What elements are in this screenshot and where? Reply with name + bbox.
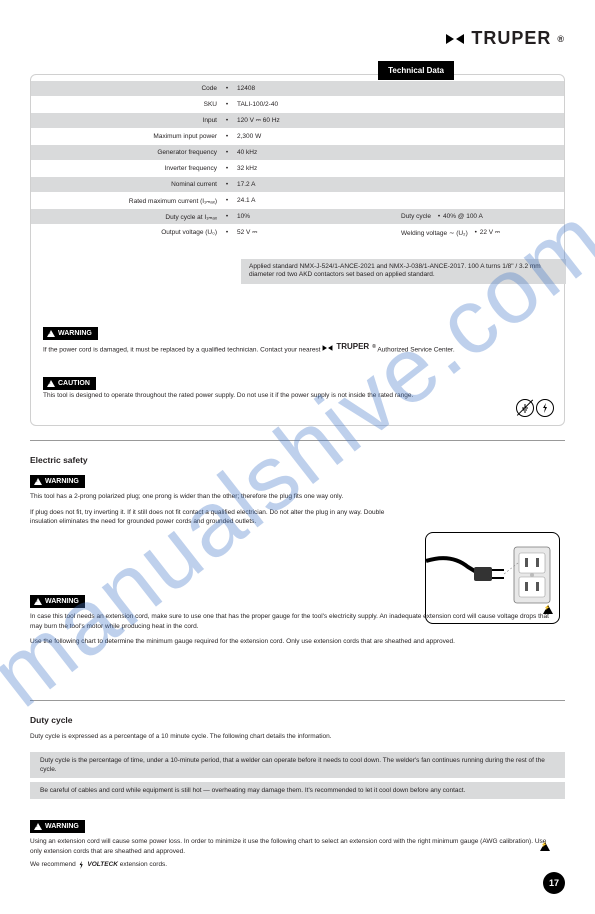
spec-value: TALI-100/2-40: [231, 101, 564, 108]
warning-block-bottom: WARNING Using an extension cord will cau…: [30, 820, 560, 870]
brand-logo: TRUPER ®: [445, 28, 565, 49]
warning-text: If the power cord is damaged, it must be…: [43, 342, 553, 355]
safety-icons: [516, 399, 554, 417]
spec-row: Input • 120 V ⎓ 60 Hz: [31, 113, 564, 129]
shaded-info-bar: Be careful of cables and cord while equi…: [30, 782, 565, 799]
spec-value: 120 V ⎓ 60 Hz: [231, 117, 564, 125]
spec-row: Inverter frequency • 32 kHz: [31, 161, 564, 177]
caution-label: CAUTION: [58, 379, 90, 388]
spec-label: Rated maximum current (I₁ₘₐₓ): [31, 197, 223, 205]
spec-label: Inverter frequency: [31, 165, 223, 172]
caution-text: This tool is designed to operate through…: [43, 392, 513, 401]
spec-row: Maximum input power • 2,300 W: [31, 129, 564, 145]
spec-split-right: Duty cycle • 40% @ 100 A: [401, 213, 483, 220]
spec-label: Output voltage (U₀): [31, 229, 223, 236]
spec-row: Generator frequency • 40 kHz: [31, 145, 564, 161]
spec-value: 12408: [231, 85, 564, 92]
warning-text: If plug does not fit, try inverting it. …: [30, 508, 410, 527]
page-number: 17: [543, 872, 565, 894]
spec-row: Code • 12408: [31, 81, 564, 97]
spec-value: 17.2 A: [231, 181, 564, 188]
no-ground-icon: [516, 399, 534, 417]
spec-panel: Technical Data Code • 12408 SKU • TALI-1…: [30, 74, 565, 426]
warning-badge: WARNING: [30, 595, 85, 608]
brand-header: TRUPER ®: [445, 28, 565, 49]
spec-sep: •: [223, 85, 231, 92]
warning-badge: WARNING: [30, 820, 85, 833]
warning-block-1: WARNING If the power cord is damaged, it…: [43, 327, 553, 356]
warning-label: WARNING: [45, 597, 79, 606]
spec-value: 40% @ 100 A: [443, 213, 483, 220]
warning-triangle-icon: [47, 380, 55, 387]
divider: [30, 700, 565, 701]
spec-row: Duty cycle at I₁ₘₐₓ • 10% Duty cycle • 4…: [31, 209, 564, 225]
spec-row: Output voltage (U₀) • 52 V ⎓ Welding vol…: [31, 225, 564, 241]
warning-text: This tool has a 2-prong polarized plug; …: [30, 492, 410, 501]
section-title-duty: Duty cycle: [30, 715, 73, 725]
spec-label: Code: [31, 85, 223, 92]
shock-warning-icon: [540, 842, 550, 852]
volteck-brand: VOLTECK: [78, 861, 120, 868]
shock-hazard-icon: [536, 399, 554, 417]
sub-note-panel: Applied standard NMX-J-524/1-ANCE-2021 a…: [241, 259, 566, 284]
warning-badge: WARNING: [43, 327, 98, 340]
warning-text: In case this tool needs an extension cor…: [30, 612, 560, 631]
warning-triangle-icon: [34, 598, 42, 605]
spec-value: 32 kHz: [231, 165, 564, 172]
warning-text-brand: We recommend VOLTECK extension cords.: [30, 860, 560, 869]
section-title-electric: Electric safety: [30, 455, 88, 465]
spec-label: SKU: [31, 101, 223, 108]
inline-brand-logo: TRUPER®: [322, 342, 376, 353]
spec-row: SKU • TALI-100/2-40: [31, 97, 564, 113]
spec-value: 52 V ⎓: [231, 229, 564, 237]
spec-value: 10%: [231, 213, 564, 220]
page-root: TRUPER ® Technical Data Code • 12408 SKU…: [0, 0, 595, 914]
spec-value: 22 V ⎓: [480, 229, 500, 237]
warning-badge: WARNING: [30, 475, 85, 488]
spec-value: 40 kHz: [231, 149, 564, 156]
spec-label: Welding voltage ∼ (U₂): [401, 229, 472, 237]
spec-label: Nominal current: [31, 181, 223, 188]
spec-split-right: Welding voltage ∼ (U₂) • 22 V ⎓: [401, 229, 500, 237]
brand-registered: ®: [557, 34, 565, 44]
spec-table: Code • 12408 SKU • TALI-100/2-40 Input •…: [31, 81, 564, 241]
caution-badge: CAUTION: [43, 377, 96, 390]
spec-row: Nominal current • 17.2 A: [31, 177, 564, 193]
spec-label: Generator frequency: [31, 149, 223, 156]
brand-name: TRUPER: [471, 28, 551, 49]
warning-label: WARNING: [45, 477, 79, 486]
spec-value: 2,300 W: [231, 133, 564, 140]
warning-text: Using an extension cord will cause some …: [30, 837, 560, 856]
spec-label: Duty cycle: [401, 213, 435, 220]
divider: [30, 440, 565, 441]
warning-label: WARNING: [45, 822, 79, 831]
warning-block-extension: WARNING In case this tool needs an exten…: [30, 595, 560, 647]
warning-triangle-icon: [47, 330, 55, 337]
caution-block: CAUTION This tool is designed to operate…: [43, 377, 513, 401]
spec-row: Rated maximum current (I₁ₘₐₓ) • 24.1 A: [31, 193, 564, 209]
warning-text: Use the following chart to determine the…: [30, 637, 560, 646]
spec-value: 24.1 A: [231, 197, 564, 204]
sub-note-text: Applied standard NMX-J-524/1-ANCE-2021 a…: [249, 263, 541, 278]
shaded-info-bar: Duty cycle is the percentage of time, un…: [30, 752, 565, 778]
warning-triangle-icon: [34, 823, 42, 830]
spec-label: Duty cycle at I₁ₘₐₓ: [31, 213, 223, 221]
spec-label: Input: [31, 117, 223, 124]
specs-header-tab: Technical Data: [378, 61, 454, 80]
duty-intro-text: Duty cycle is expressed as a percentage …: [30, 732, 560, 741]
warning-label: WARNING: [58, 329, 92, 338]
spec-label: Maximum input power: [31, 133, 223, 140]
warning-block-electric: WARNING This tool has a 2-prong polarize…: [30, 475, 410, 527]
truper-bowtie-icon: [445, 32, 465, 46]
warning-triangle-icon: [34, 478, 42, 485]
